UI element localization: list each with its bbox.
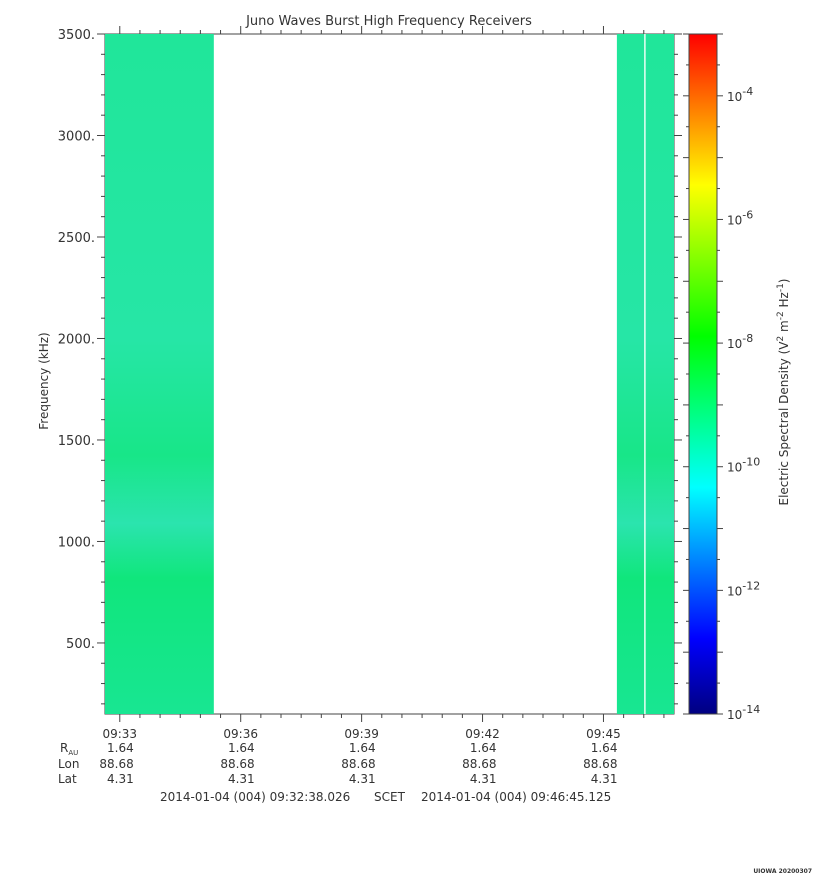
cb-tick-label: 10-6 [727, 208, 753, 227]
y-tick-label: 2500. [58, 231, 95, 246]
y-tick-label: 2000. [58, 332, 95, 347]
ephem-lon-value: 88.68 [583, 757, 617, 771]
x-tick-label: 09:45 [586, 727, 621, 741]
colorbar-scale [688, 33, 718, 715]
ephemeris-table: RAU Lon Lat 1.6488.684.311.6488.684.311.… [58, 741, 617, 786]
colorbar-label: Electric Spectral Density (V2 m-2 Hz-1) [776, 278, 791, 505]
ephem-lon-value: 88.68 [220, 757, 254, 771]
ephem-lon-value: 88.68 [462, 757, 496, 771]
ephem-lat-value: 4.31 [349, 772, 376, 786]
colorbar-ticks: 10-14 10-12 10-10 10-8 10-6 10-4 [683, 33, 760, 722]
ephem-r-value: 1.64 [107, 741, 134, 755]
ephem-label-lon: Lon [58, 757, 79, 771]
y-tick-label: 3500. [58, 28, 95, 43]
ephem-label-r-sub: AU [68, 749, 78, 757]
ephem-lat-value: 4.31 [591, 772, 618, 786]
ephem-r-value: 1.64 [349, 741, 376, 755]
plot-area [104, 33, 675, 715]
ephem-r-value: 1.64 [228, 741, 255, 755]
ephem-lon-value: 88.68 [341, 757, 375, 771]
y-axis: 500. 1000. 1500. 2000. 2500. 3000. 3500. [58, 28, 682, 705]
data-segment [105, 34, 214, 714]
chart-title: Juno Waves Burst High Frequency Receiver… [245, 14, 532, 29]
y-axis-label: Frequency (kHz) [37, 332, 51, 429]
ephem-lat-value: 4.31 [228, 772, 255, 786]
colorbar: 10-14 10-12 10-10 10-8 10-6 10-4 Electric Spe… [683, 33, 791, 722]
cb-tick-label: 10-8 [727, 332, 753, 351]
cb-tick-label: 10-4 [727, 85, 753, 104]
ephem-label-lat: Lat [58, 772, 77, 786]
x-tick-label: 09:36 [223, 727, 258, 741]
time-span: 2014-01-04 (004) 09:32:38.026 SCET 2014-… [160, 790, 611, 804]
cb-tick-label: 10-10 [727, 456, 760, 475]
y-tick-label: 1500. [58, 434, 95, 449]
cb-tick-label: 10-12 [727, 579, 760, 598]
time-span-end: 2014-01-04 (004) 09:46:45.125 [421, 790, 611, 804]
cb-tick-label: 10-14 [727, 703, 760, 722]
time-span-start: 2014-01-04 (004) 09:32:38.026 [160, 790, 350, 804]
data-segments [105, 34, 674, 714]
ephem-label-r: RAU [60, 741, 78, 757]
x-tick-label: 09:33 [102, 727, 137, 741]
ephem-lon-value: 88.68 [99, 757, 133, 771]
y-tick-label: 1000. [58, 535, 95, 550]
y-tick-label: 3000. [58, 129, 95, 144]
x-tick-label: 09:39 [344, 727, 379, 741]
credit-label: UIOWA 20200307 [753, 868, 812, 875]
x-tick-label: 09:42 [465, 727, 500, 741]
ephem-lat-value: 4.31 [470, 772, 497, 786]
time-span-label: SCET [374, 790, 406, 804]
x-axis: 09:33 09:36 09:39 09:42 09:45 [102, 26, 665, 741]
ephem-r-value: 1.64 [470, 741, 497, 755]
y-tick-label: 500. [66, 637, 95, 652]
ephem-r-value: 1.64 [591, 741, 618, 755]
ephem-lat-value: 4.31 [107, 772, 134, 786]
